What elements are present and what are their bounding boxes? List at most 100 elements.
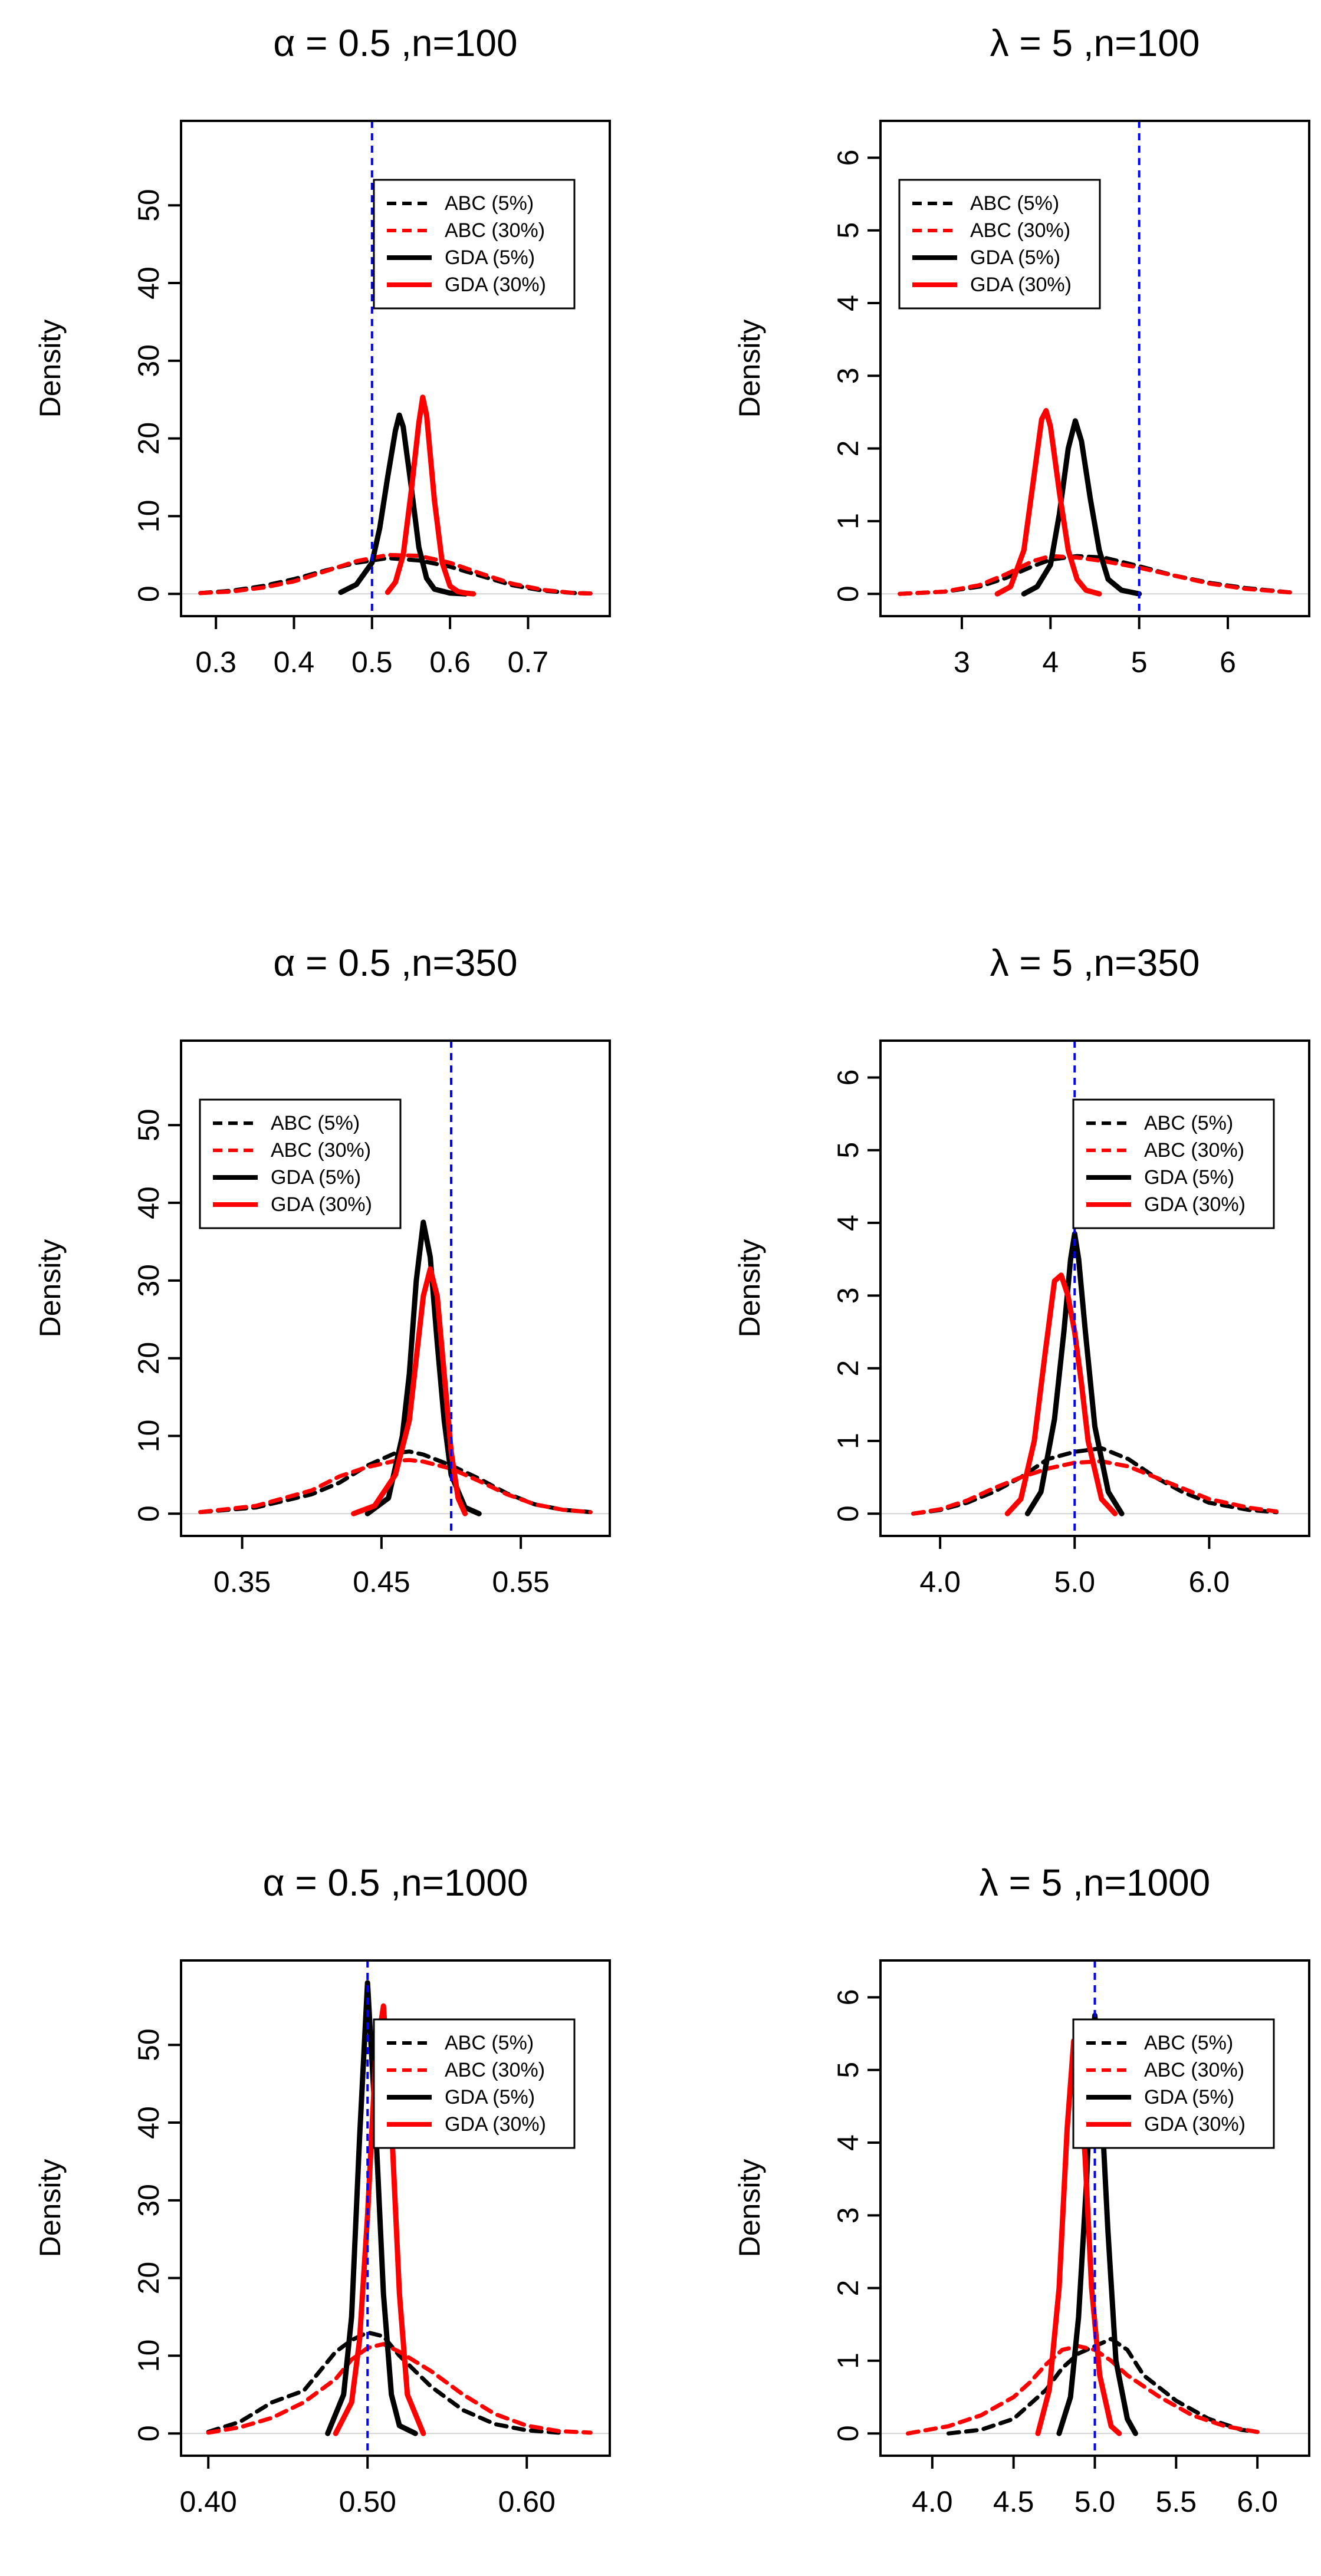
legend: ABC (5%) ABC (30%) GDA (5%) GDA (30%) xyxy=(898,179,1101,310)
y-tick-label: 3 xyxy=(832,2207,865,2223)
y-tick-label: 2 xyxy=(832,1360,865,1377)
series-line-abc-30 xyxy=(198,1458,593,1515)
legend-entry-label: ABC (5%) xyxy=(445,2032,534,2054)
legend-entry-label: GDA (30%) xyxy=(271,1193,372,1216)
x-tick-label: 0.5 xyxy=(351,646,393,679)
y-tick-label: 4 xyxy=(832,1215,865,1231)
x-tick-label: 0.45 xyxy=(353,1565,410,1598)
x-tick-label: 6.0 xyxy=(1237,2485,1278,2518)
y-tick-label: 3 xyxy=(832,1287,865,1304)
density-panel-3: α = 0.5 ,n=350 0.35 0.45 0.55 0 10 20 30 40 50 Den… xyxy=(34,942,611,1598)
y-tick-label: 6 xyxy=(832,1070,865,1086)
y-tick-label: 3 xyxy=(832,367,865,384)
series-line-gda-30 xyxy=(385,394,477,597)
x-tick-label: 5 xyxy=(1131,646,1148,679)
y-tick-label: 30 xyxy=(132,2184,165,2217)
y-tick-label: 2 xyxy=(832,2280,865,2297)
x-tick-label: 4 xyxy=(1042,646,1059,679)
panel-title: α = 0.5 ,n=1000 xyxy=(263,1861,528,1904)
x-tick-label: 0.6 xyxy=(429,646,471,679)
y-tick-label: 10 xyxy=(132,500,165,533)
y-tick-label: 20 xyxy=(132,422,165,455)
legend-entry-label: GDA (5%) xyxy=(970,246,1060,269)
series-line-abc-5 xyxy=(206,2330,561,2435)
x-tick-label: 6.0 xyxy=(1189,1565,1230,1598)
panel-title: λ = 5 ,n=1000 xyxy=(980,1861,1210,1904)
legend-entry-label: GDA (30%) xyxy=(970,274,1072,296)
y-tick-label: 0 xyxy=(132,585,165,602)
legend: ABC (5%) ABC (30%) GDA (5%) GDA (30%) xyxy=(373,2018,576,2149)
legend-entry-label: ABC (5%) xyxy=(445,192,534,215)
y-axis-label: Density xyxy=(34,2159,67,2258)
y-tick-label: 1 xyxy=(832,513,865,529)
legend-entry-label: GDA (30%) xyxy=(1144,2113,1246,2136)
y-tick-label: 2 xyxy=(832,440,865,457)
y-tick-label: 10 xyxy=(132,2340,165,2373)
legend-entry-label: GDA (5%) xyxy=(445,2086,535,2108)
y-axis-label: Density xyxy=(733,2159,766,2258)
y-tick-label: 30 xyxy=(132,1264,165,1297)
x-tick-label: 4.5 xyxy=(993,2485,1034,2518)
y-tick-label: 0 xyxy=(832,2425,865,2442)
x-tick-label: 0.35 xyxy=(213,1565,271,1598)
legend-entry-label: GDA (30%) xyxy=(445,274,546,296)
x-tick-label: 0.40 xyxy=(180,2485,237,2518)
x-tick-label: 0.7 xyxy=(508,646,549,679)
legend: ABC (5%) ABC (30%) GDA (5%) GDA (30%) xyxy=(373,179,576,310)
x-tick-label: 0.3 xyxy=(195,646,236,679)
y-tick-label: 40 xyxy=(132,267,165,300)
density-panel-1: α = 0.5 ,n=100 0.3 0.4 0.5 0.6 0.7 0 10 20 30 40 50… xyxy=(34,22,611,679)
x-tick-label: 0.50 xyxy=(339,2485,396,2518)
x-tick-label: 5.5 xyxy=(1156,2485,1197,2518)
series-line-abc-30 xyxy=(906,2344,1260,2436)
legend-entry-label: ABC (30%) xyxy=(1144,1139,1244,1162)
y-axis-label: Density xyxy=(733,1239,766,1338)
x-tick-label: 0.55 xyxy=(492,1565,549,1598)
y-tick-label: 6 xyxy=(832,150,865,166)
y-axis-label: Density xyxy=(34,320,67,418)
y-axis-label: Density xyxy=(34,1239,67,1338)
legend-entry-label: ABC (30%) xyxy=(1144,2059,1244,2081)
series-line-gda-30 xyxy=(351,1266,468,1516)
series-line-gda-5 xyxy=(338,412,469,597)
y-tick-label: 5 xyxy=(832,222,865,239)
y-tick-label: 0 xyxy=(132,2425,165,2442)
legend-entry-label: ABC (5%) xyxy=(271,1112,360,1134)
y-tick-label: 4 xyxy=(832,295,865,311)
y-tick-label: 0 xyxy=(832,1505,865,1522)
x-tick-label: 3 xyxy=(954,646,970,679)
legend: ABC (5%) ABC (30%) GDA (5%) GDA (30%) xyxy=(1072,1098,1275,1229)
y-tick-label: 0 xyxy=(132,1505,165,1522)
density-panel-6: λ = 5 ,n=1000 4.0 4.5 5.0 5.5 6.0 0 1 2 3 4 5 6 Densi… xyxy=(733,1861,1310,2518)
y-tick-label: 5 xyxy=(832,2062,865,2078)
legend-entry-label: ABC (5%) xyxy=(1144,1112,1233,1134)
y-tick-label: 50 xyxy=(132,2028,165,2061)
legend-entry-label: GDA (5%) xyxy=(1144,1166,1234,1189)
y-tick-label: 50 xyxy=(132,1108,165,1141)
legend-entry-label: ABC (30%) xyxy=(445,2059,545,2081)
x-tick-label: 0.60 xyxy=(498,2485,556,2518)
legend-entry-label: ABC (30%) xyxy=(970,219,1070,242)
legend-entry-label: ABC (5%) xyxy=(1144,2032,1233,2054)
series-line-abc-30 xyxy=(898,554,1292,596)
y-tick-label: 1 xyxy=(832,1433,865,1449)
series-line-abc-30 xyxy=(198,552,593,596)
series-line-gda-5 xyxy=(1024,1231,1125,1516)
legend: ABC (5%) ABC (30%) GDA (5%) GDA (30%) xyxy=(199,1098,402,1229)
panel-title: λ = 5 ,n=100 xyxy=(990,22,1200,64)
y-tick-label: 20 xyxy=(132,1342,165,1375)
legend-entry-label: GDA (5%) xyxy=(1144,2086,1234,2108)
x-tick-label: 5.0 xyxy=(1074,2485,1116,2518)
legend-entry-label: GDA (5%) xyxy=(271,1166,361,1189)
y-tick-label: 30 xyxy=(132,344,165,377)
density-panel-4: λ = 5 ,n=350 4.0 5.0 6.0 0 1 2 3 4 5 6 Density ABC (… xyxy=(733,942,1310,1598)
x-tick-label: 4.0 xyxy=(919,1565,961,1598)
panel-title: α = 0.5 ,n=100 xyxy=(273,22,517,64)
y-tick-label: 0 xyxy=(832,585,865,602)
y-tick-label: 20 xyxy=(132,2262,165,2295)
legend: ABC (5%) ABC (30%) GDA (5%) GDA (30%) xyxy=(1072,2018,1275,2149)
y-tick-label: 10 xyxy=(132,1420,165,1453)
legend-entry-label: ABC (5%) xyxy=(970,192,1059,215)
panel-title: α = 0.5 ,n=350 xyxy=(273,942,517,984)
